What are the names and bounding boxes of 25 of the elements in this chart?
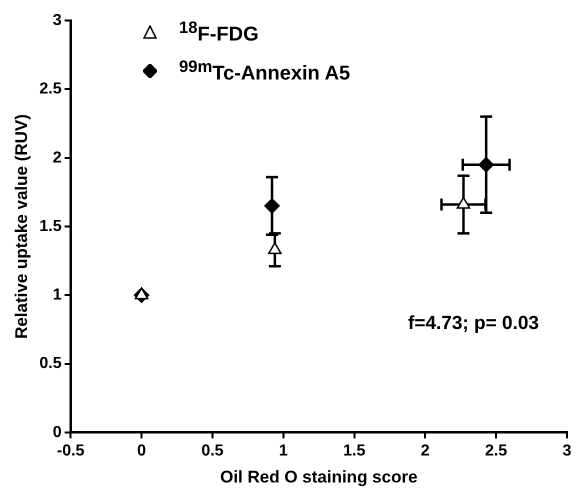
y-tick-label: 1 (52, 286, 62, 304)
legend-label: $^{99m}$Tc-Annexin A5 (179, 56, 350, 86)
y-tick-label: 3 (52, 12, 62, 30)
x-tick-label: -0.5 (56, 442, 85, 460)
point (134, 287, 148, 300)
y-tick-label: 1.5 (39, 218, 62, 235)
y-tick-label: 0 (52, 424, 62, 441)
point (478, 156, 494, 172)
y-tick-label: 2 (52, 149, 62, 166)
point (264, 198, 280, 214)
x-tick-label: 2 (420, 442, 430, 460)
point (268, 242, 282, 254)
x-tick-label: 1.5 (343, 442, 366, 460)
annotation: f=4.73; p= 0.03 (408, 313, 539, 335)
x-axis-title: Oil Red O staining score (220, 467, 418, 486)
x-tick-label: 0 (137, 442, 146, 460)
point (456, 196, 470, 209)
x-tick-label: 1 (278, 442, 288, 460)
y-axis-title: Relative uptake value (RUV) (12, 114, 31, 339)
y-tick-label: 0.5 (39, 355, 62, 372)
y-tick-label: 2.5 (39, 80, 62, 98)
x-tick-label: 0.5 (201, 442, 224, 460)
x-tick-label: 2.5 (484, 442, 508, 460)
legend-label: $^{18}$F-FDG (179, 18, 259, 47)
x-tick-label: 3 (562, 442, 572, 460)
